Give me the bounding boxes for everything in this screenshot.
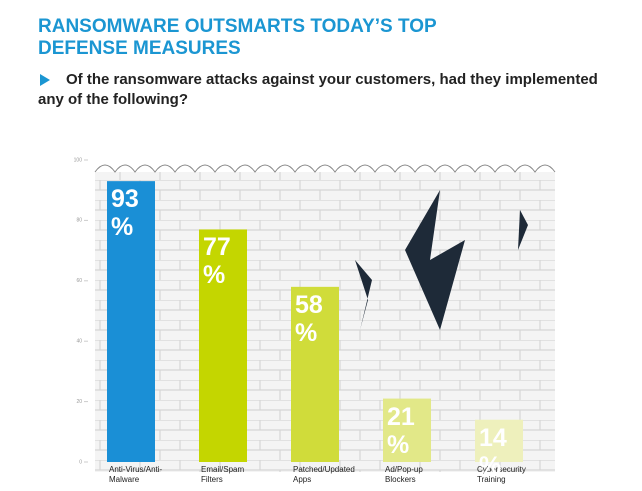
value-label: 58 % (295, 290, 323, 347)
bar (199, 229, 247, 462)
crack (518, 210, 528, 250)
x-tick-label: Email/Spam Filters (201, 465, 245, 484)
value-label: 14 % (479, 423, 507, 480)
value-label: 77 % (203, 233, 231, 290)
x-tick-label: Cybersecurity Training (477, 465, 526, 484)
x-tick-label: Patched/Updated Apps (293, 465, 355, 484)
x-tick-label: Anti-Virus/Anti-Malware (109, 465, 163, 484)
y-tick-label: 20 (76, 399, 82, 405)
title: RANSOMWARE OUTSMARTS TODAY’S TOP DEFENSE… (38, 16, 437, 59)
bar (107, 181, 155, 462)
crack (355, 260, 372, 330)
y-tick-label: 40 (76, 339, 82, 345)
bar (475, 419, 523, 462)
y-tick-label: 80 (76, 218, 82, 224)
value-label: 93 % (111, 185, 139, 242)
y-tick-label: 0 (79, 459, 82, 465)
bar (383, 398, 431, 462)
bar (291, 286, 339, 462)
subtitle: Of the ransomware attacks against your c… (38, 71, 598, 108)
crack (405, 190, 465, 330)
value-label: 21 % (387, 402, 415, 459)
y-tick-label: 100 (74, 157, 83, 163)
y-tick-label: 60 (76, 278, 82, 284)
bullet-icon (40, 74, 50, 86)
x-tick-label: Ad/Pop-up Blockers (385, 465, 423, 484)
barbed-wire (94, 164, 556, 173)
